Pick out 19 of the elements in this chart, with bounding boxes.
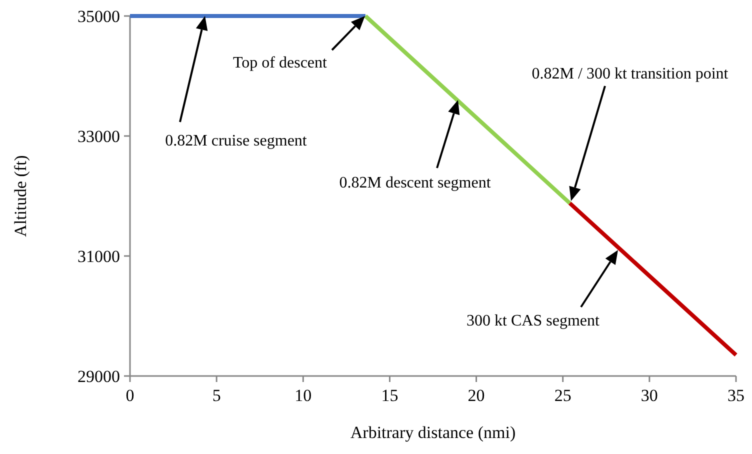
y-tick-label: 29000 (78, 366, 120, 386)
y-tick-label: 35000 (78, 6, 120, 26)
x-axis-title: Arbitrary distance (nmi) (350, 423, 516, 442)
x-tick-label: 25 (554, 386, 572, 405)
x-tick-label: 5 (212, 386, 221, 405)
annotation: Top of descent (233, 54, 328, 72)
y-tick-label: 31000 (78, 246, 120, 266)
x-tick-label: 10 (294, 386, 312, 405)
x-tick-label: 20 (468, 386, 485, 405)
x-tick-label: 15 (381, 386, 398, 405)
annotation: 0.82M cruise segment (165, 132, 308, 150)
annotation: 0.82M / 300 kt transition point (532, 66, 729, 83)
x-tick-label: 0 (126, 386, 134, 405)
y-tick-label: 33000 (78, 126, 120, 146)
annotation: 300 kt CAS segment (466, 312, 600, 330)
x-tick-label: 30 (640, 386, 658, 405)
x-tick-label: 35 (728, 386, 744, 405)
y-axis-title: Altitude (ft) (11, 155, 30, 237)
annotation: 0.82M descent segment (339, 174, 492, 192)
